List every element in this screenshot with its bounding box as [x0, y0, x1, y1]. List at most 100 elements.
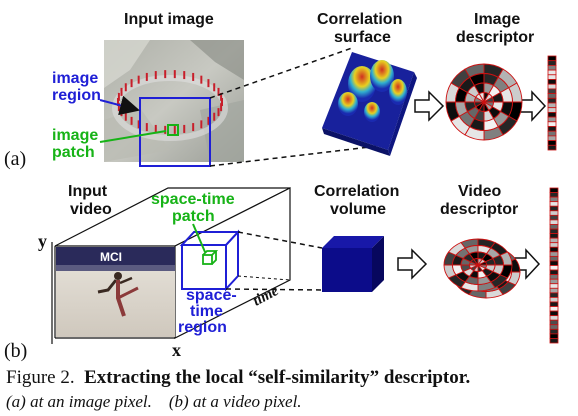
projection-line-top [209, 47, 353, 99]
image-descriptor-title-1: Image [474, 11, 520, 28]
vector-a-cell [547, 97, 557, 104]
vector-a-cell [547, 135, 557, 141]
input-video-title-1: Input [68, 183, 108, 200]
vector-b-cell [549, 187, 559, 193]
vector-a-cell [547, 55, 557, 62]
video-volume [54, 187, 291, 339]
banner-text: MCI [100, 250, 122, 264]
figure-title: Extracting the local “self-similarity” d… [84, 367, 471, 388]
vector-b-cell [549, 283, 559, 289]
vector-a-cell [547, 121, 557, 127]
vector-b-cell [549, 224, 559, 230]
correlation-volume-title-2: volume [330, 201, 386, 218]
figure-subcaption: (a) at an image pixel. (b) at a video pi… [6, 392, 302, 412]
vector-b-cell [549, 319, 559, 326]
vector-a-cell [547, 79, 557, 85]
vector-a-cell [547, 74, 557, 80]
video-frame: MCI [56, 247, 175, 337]
projection-line-b-mid [237, 275, 291, 281]
correlation-volume-cube [322, 236, 384, 292]
image-patch-label-1: image [52, 127, 98, 144]
subcaption-b: (b) at a video pixel. [168, 392, 302, 411]
vector-a-cell [547, 60, 557, 66]
vector-b-cell [549, 287, 559, 294]
vector-b-cell [549, 214, 559, 221]
vector-b-cell [549, 228, 559, 234]
correlation-surface-title-1: Correlation [317, 11, 402, 28]
input-image [104, 40, 244, 162]
vector-a-cell [547, 116, 557, 123]
image-descriptor-title-2: descriptor [456, 29, 534, 46]
vector-b-cell [549, 192, 559, 198]
video-descriptor-disc [443, 238, 521, 299]
vector-b-cell [549, 301, 559, 307]
input-image-title: Input image [124, 11, 214, 28]
vector-b-cell [549, 269, 559, 276]
vector-a-cell [547, 83, 557, 90]
y-axis-label: y [38, 231, 47, 251]
spacetime-patch-label-1: space-time [151, 191, 235, 208]
image-patch-label-2: patch [52, 144, 95, 161]
descriptor-b-front-cell [477, 261, 487, 266]
vector-a-cell [547, 126, 557, 132]
video-descriptor-title-2: descriptor [440, 201, 518, 218]
vector-b-cell [549, 297, 559, 303]
vector-a-cell [547, 102, 557, 109]
flow-arrow-a1 [414, 90, 445, 122]
projection-line-bottom [209, 145, 379, 167]
figure-caption: Figure 2. Extracting the local “self-sim… [6, 367, 470, 389]
skater [97, 272, 139, 317]
panel-a-tag: (a) [4, 148, 26, 170]
vector-b-cell [549, 233, 559, 239]
correlation-volume-title-1: Correlation [314, 183, 399, 200]
vector-b-cell [549, 201, 559, 207]
spacetime-region-label-3: region [178, 319, 227, 336]
subcaption-a: (a) at an image pixel. [6, 392, 152, 411]
image-region-arrow [99, 95, 140, 116]
vector-a-cell [547, 93, 557, 99]
correlation-surface-plot [322, 52, 417, 156]
spacetime-region-label-1: space- [186, 287, 237, 304]
vector-a-cell [547, 112, 557, 118]
vector-a-cell [547, 65, 557, 71]
spacetime-patch-arrow [192, 223, 206, 253]
vector-b-cell [549, 324, 559, 330]
flow-arrow-a2 [519, 90, 547, 122]
vector-b-cell [549, 328, 559, 335]
image-descriptor-vector [547, 55, 557, 151]
vector-a-cell [547, 144, 557, 151]
spacetime-patch-label-2: patch [172, 208, 215, 225]
image-descriptor-disc [445, 63, 523, 141]
vector-a-cell [547, 130, 557, 137]
flow-arrow-b1 [397, 248, 428, 280]
image-patch-box [167, 124, 179, 136]
vector-b-cell [549, 315, 559, 321]
vector-b-cell [549, 251, 559, 257]
vector-b-cell [549, 246, 559, 253]
x-axis-label: x [172, 340, 181, 360]
vector-b-cell [549, 210, 559, 216]
figure-diagram: Input image image region image patch Cor… [4, 11, 559, 362]
panel-b-tag: (b) [4, 340, 27, 362]
vector-b-cell [549, 333, 559, 339]
vector-b-cell [549, 292, 559, 298]
image-region-label-2: region [52, 87, 101, 104]
image-region-label-1: image [52, 70, 98, 87]
video-descriptor-vector [549, 187, 559, 344]
vector-b-cell [549, 310, 559, 317]
vector-b-cell [549, 196, 559, 203]
vector-b-cell [549, 242, 559, 248]
video-descriptor-title-1: Video [458, 183, 502, 200]
vector-b-cell [549, 237, 559, 244]
correlation-surface-title-2: surface [334, 29, 391, 46]
descriptor-a-cell [482, 96, 494, 103]
vector-b-cell [549, 306, 559, 312]
image-patch-arrow [99, 130, 167, 143]
input-video-title-2: video [70, 201, 112, 218]
vector-b-cell [549, 278, 559, 285]
vector-a-cell [547, 140, 557, 146]
vector-a-cell [547, 69, 557, 76]
vector-a-cell [547, 88, 557, 95]
spacetime-region-label-2: time [190, 303, 223, 320]
projection-line-b-bottom [225, 288, 323, 291]
